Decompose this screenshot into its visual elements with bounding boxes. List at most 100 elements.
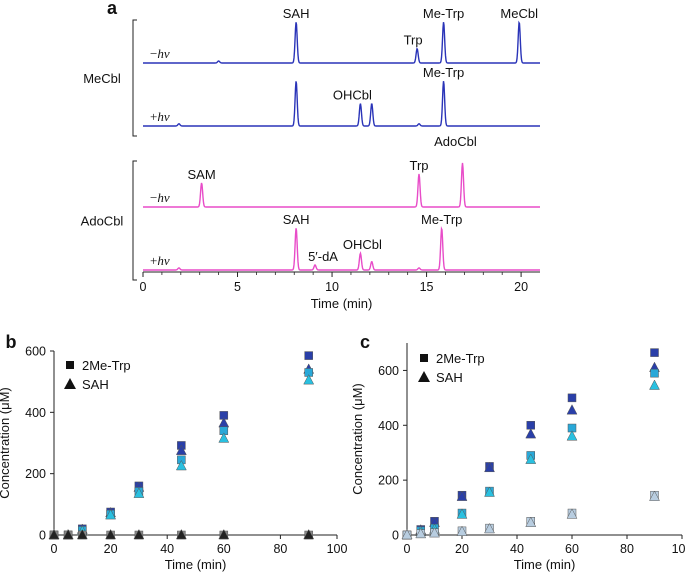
panel-c-ytick-label-400: 400 — [378, 419, 399, 433]
panel-c-legend-label-0: 2Me-Trp — [436, 351, 485, 366]
panel-b-ytick-label-600: 600 — [25, 345, 46, 359]
group-label-adocbl: AdoCbl — [81, 214, 124, 229]
panel-c-point-square — [650, 348, 659, 357]
group-label-mecbl: MeCbl — [83, 71, 121, 86]
peak-label-sah: SAH — [283, 6, 310, 21]
panel-b-xtick-label-40: 40 — [160, 542, 174, 556]
peak-label-sam: SAM — [188, 167, 216, 182]
condition-label-mecbl-0-sign: − — [150, 46, 157, 61]
peak-label-me-trp: Me-Trp — [423, 6, 464, 21]
panel-a-x-axis-title: Time (min) — [311, 296, 373, 311]
condition-label-adocbl-0-sign: − — [150, 190, 157, 205]
panel-c-point-triangle — [456, 508, 468, 519]
condition-label-mecbl-0-hv: hν — [157, 46, 170, 61]
peak-label-trp: Trp — [404, 33, 423, 48]
peak-label-trp: Trp — [409, 158, 428, 173]
peak-label-ohcbl: OHCbl — [343, 237, 382, 252]
panel-c-point-triangle — [401, 528, 413, 540]
panel-c-point-triangle — [525, 428, 537, 439]
condition-label-adocbl-1: +hν — [150, 253, 170, 268]
panel-c-xtick-label-0: 0 — [404, 542, 411, 556]
panel-c-point-triangle — [415, 527, 427, 539]
panel-b-legend-triangle-marker — [64, 378, 76, 389]
panel-a-xtick-label-5: 5 — [234, 280, 241, 294]
panel-c-xtick-label-20: 20 — [455, 542, 469, 556]
panel-c-legend-square-marker — [420, 354, 428, 362]
panel-b-point-triangle — [76, 528, 88, 540]
panel-b-point-triangle — [175, 444, 187, 455]
panel-c-point-triangle — [649, 490, 660, 501]
panel-a-letter: a — [107, 0, 118, 18]
panel-c-point-triangle — [649, 379, 660, 390]
panel-c-point-square — [650, 368, 659, 378]
panel-b-point-triangle — [218, 528, 230, 540]
panel-c-x-axis-title: Time (min) — [514, 557, 576, 572]
trace-mecbl-light — [143, 81, 540, 127]
panel-c-point-triangle — [429, 527, 440, 538]
panel-b-ytick-label-400: 400 — [25, 406, 46, 420]
condition-label-adocbl-1-sign: + — [150, 253, 157, 268]
panel-b-point-triangle — [175, 528, 187, 540]
peak-label-adocbl: AdoCbl — [434, 134, 477, 149]
panel-c-y-axis-title: Concentration (μM) — [350, 383, 365, 495]
panel-b-point-triangle — [218, 432, 230, 443]
panel-b-legend-label-0: 2Me-Trp — [82, 358, 131, 373]
panel-c-legend-triangle-marker — [418, 371, 430, 382]
panel-a-xtick-label-10: 10 — [325, 280, 339, 294]
panel-b-point-triangle — [303, 528, 315, 540]
panel-c-ytick-label-200: 200 — [378, 474, 399, 488]
panel-b-point-square — [304, 351, 313, 360]
panel-b-y-axis-title: Concentration (μM) — [0, 387, 12, 499]
panel-b-xtick-label-60: 60 — [217, 542, 231, 556]
panel-c-point-triangle — [484, 461, 495, 473]
trace-mecbl-dark — [143, 20, 540, 64]
panel-a-xtick-label-20: 20 — [514, 280, 528, 294]
panel-c-letter: c — [360, 332, 370, 352]
panel-c-point-square — [567, 393, 577, 403]
peak-label-5-da: 5′-dA — [308, 249, 338, 264]
panel-b-point-triangle — [133, 528, 145, 540]
panel-b-x-axis-title: Time (min) — [165, 557, 227, 572]
panel-c-legend-label-1: SAH — [436, 370, 463, 385]
panel-c-ytick-label-600: 600 — [378, 364, 399, 378]
panel-c-point-triangle — [484, 486, 495, 497]
panel-b-point-triangle — [48, 528, 60, 540]
panel-b-xtick-label-80: 80 — [273, 542, 287, 556]
panel-c-point-triangle — [566, 430, 578, 441]
condition-label-mecbl-1-sign: + — [150, 109, 157, 124]
group-bracket-adocbl — [132, 160, 137, 281]
panel-c-point-triangle — [566, 508, 578, 519]
trace-adocbl-light — [143, 226, 540, 271]
panel-a-xtick-label-0: 0 — [140, 280, 147, 294]
panel-c-point-triangle — [566, 404, 578, 415]
peak-label-me-trp: Me-Trp — [421, 212, 462, 227]
panel-c-xtick-label-40: 40 — [510, 542, 524, 556]
peak-label-ohcbl: OHCbl — [333, 88, 372, 103]
panel-b-ytick-label-200: 200 — [25, 467, 46, 481]
panel-b-point-triangle — [105, 528, 117, 540]
panel-b-ytick-label-0: 0 — [39, 529, 46, 543]
condition-label-mecbl-0: −hν — [150, 46, 170, 61]
peak-label-me-trp: Me-Trp — [423, 65, 464, 80]
panel-c-point-triangle — [456, 490, 468, 501]
panel-b-legend-label-1: SAH — [82, 377, 109, 392]
peak-label-sah: SAH — [283, 212, 310, 227]
panel-c-point-triangle — [525, 453, 537, 464]
group-bracket-mecbl — [132, 19, 137, 137]
panel-b-legend-square-marker — [66, 361, 74, 369]
panel-c-point-triangle — [525, 516, 537, 527]
condition-label-adocbl-0: −hν — [150, 190, 170, 205]
panel-c-xtick-label-60: 60 — [565, 542, 579, 556]
panel-b-point-triangle — [105, 509, 117, 520]
panel-c-point-triangle — [456, 525, 468, 536]
panel-b-xtick-label-100: 100 — [327, 542, 348, 556]
panel-c-point-triangle — [484, 522, 495, 534]
panel-b-letter: b — [6, 332, 17, 352]
panel-b-xtick-label-20: 20 — [104, 542, 118, 556]
panel-b-point-triangle — [62, 528, 74, 540]
peak-label-mecbl: MeCbl — [500, 6, 538, 21]
condition-label-adocbl-1-hv: hν — [157, 253, 170, 268]
panel-b-point-triangle — [133, 487, 145, 498]
panel-c-ytick-label-0: 0 — [392, 529, 399, 543]
